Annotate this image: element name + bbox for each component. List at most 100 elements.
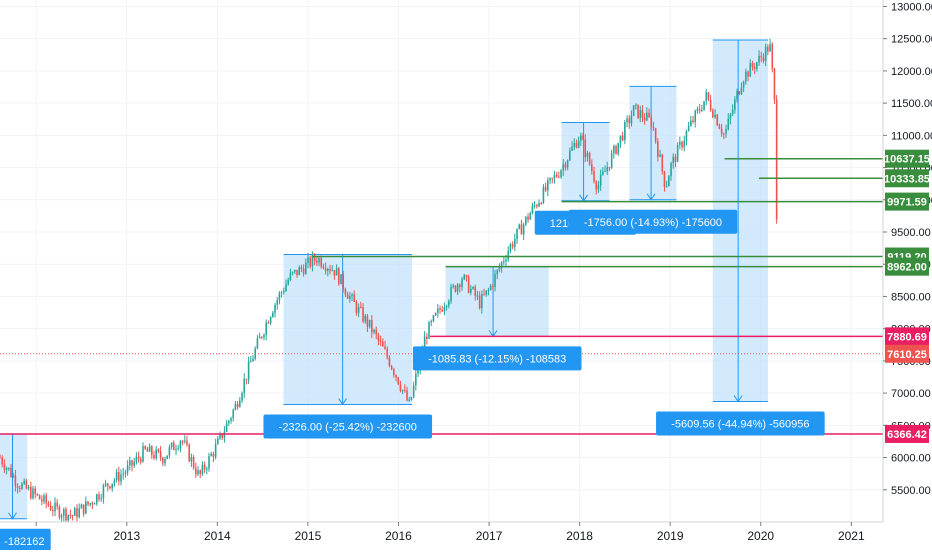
candle-body (525, 216, 527, 225)
candle-body (21, 483, 23, 489)
x-tick-label: 2021 (838, 529, 865, 543)
candle-body (529, 213, 532, 220)
candle-body (654, 128, 657, 142)
range-arrow-head (8, 512, 17, 520)
candle-body (298, 267, 301, 276)
candle-body (104, 483, 107, 486)
range-arrow-head (338, 398, 348, 406)
candle-body (258, 336, 261, 339)
candle-body (503, 261, 505, 263)
candle-body (707, 92, 710, 100)
candle-body (65, 509, 67, 521)
candle-body (329, 269, 331, 271)
range-label-text: -182162 (4, 536, 44, 548)
candle-body (49, 505, 52, 511)
candle-body (703, 101, 705, 110)
candle-body (474, 287, 477, 296)
candle-body (608, 167, 611, 169)
candle-body (107, 483, 109, 487)
candle-body (663, 171, 666, 187)
candle-body (580, 135, 582, 141)
candle-body (388, 357, 391, 366)
y-tick-label: 11500.00 (891, 98, 932, 110)
candle-body (628, 118, 631, 124)
candle-body (657, 141, 659, 157)
candle-body (291, 271, 294, 273)
candle-body (602, 171, 604, 175)
range-label-box (656, 411, 825, 436)
candle-body (745, 71, 747, 82)
candle-body (412, 385, 415, 398)
candle-body (267, 322, 270, 324)
range-labels: -182162 -2326.00 (-25.42%) -232600 -1085.8… (0, 209, 825, 553)
candle-body (450, 286, 452, 302)
candle-body (731, 109, 734, 115)
candle-body (681, 141, 683, 148)
candle-body (221, 433, 224, 438)
price-tags: 10637.1510333.859971.599119.208962.00788… (884, 149, 930, 443)
candle-body (727, 118, 730, 130)
candle-body (582, 135, 584, 140)
candle-body (516, 228, 518, 240)
x-tick-label: 2016 (385, 529, 412, 543)
candle-body (553, 175, 556, 179)
candle-body (140, 458, 142, 462)
candle-body (41, 499, 43, 502)
candle-body (692, 120, 694, 123)
candle-body (212, 454, 215, 457)
candle-body (280, 292, 283, 294)
candle-body (338, 268, 340, 285)
candle-body (775, 99, 778, 220)
y-tick-label: 9500.00 (891, 227, 931, 239)
candle-body (767, 46, 769, 52)
candle-body (283, 291, 285, 293)
candle-body (333, 270, 336, 276)
candle-body (604, 171, 606, 173)
candle-body (496, 269, 499, 275)
candle-body (23, 480, 26, 484)
candle-body (597, 185, 600, 190)
candle-body (445, 305, 448, 308)
candle-body (305, 262, 307, 275)
candle-body (316, 260, 318, 263)
candle-body (146, 448, 149, 452)
range-arrow-head (579, 194, 588, 202)
candle-body (360, 306, 362, 308)
candle-body (113, 480, 116, 484)
candle-body (109, 486, 111, 489)
level-tag-label: 7880.69 (887, 331, 927, 343)
candle-body (245, 378, 248, 380)
y-tick-label: 12500.00 (891, 34, 932, 46)
candle-body (406, 390, 408, 401)
candle-body (157, 449, 160, 452)
candle-body (428, 322, 430, 339)
candle-body (632, 105, 635, 116)
candle-body (272, 312, 274, 318)
candle-body (593, 171, 595, 182)
candle-body (98, 494, 100, 500)
candle-body (494, 274, 496, 288)
level-lines (0, 157, 883, 435)
candle-body (366, 315, 369, 327)
candle-body (285, 284, 287, 292)
candle-body (118, 471, 120, 482)
candle-body (203, 464, 206, 470)
candle-body (397, 377, 400, 385)
candle-body (505, 259, 507, 262)
candle-body (679, 141, 681, 145)
candle-body (159, 451, 162, 458)
x-tick-label: 2018 (566, 529, 593, 543)
candle-body (377, 334, 380, 341)
candle-body (164, 458, 166, 464)
candle-body (302, 268, 305, 275)
candle-body (115, 471, 118, 481)
candle-body (210, 454, 213, 457)
candle-body (111, 483, 114, 489)
price-tag-label: 7610.25 (887, 349, 927, 361)
candle-body (1, 457, 4, 465)
candle-body (322, 266, 325, 269)
candle-body (540, 202, 543, 204)
candle-body (261, 336, 263, 338)
